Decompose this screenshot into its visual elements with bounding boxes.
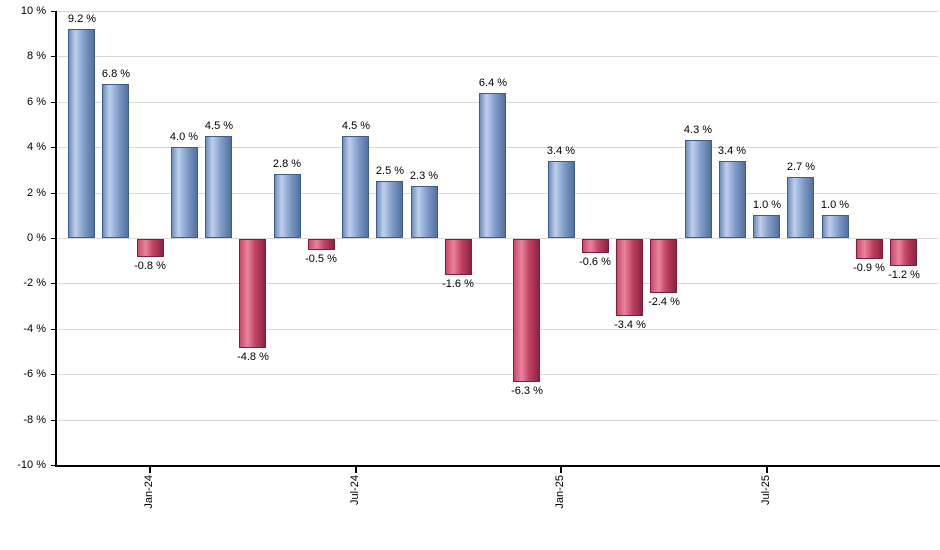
- bar-Dec-23: [102, 84, 129, 238]
- x-axis-line: [55, 465, 940, 467]
- bar-Aug-25: [787, 177, 814, 238]
- y-axis-tick: [51, 329, 56, 330]
- bar-Nov-23: [68, 29, 95, 238]
- x-axis-tick: [355, 467, 357, 473]
- bar-Jul-25: [753, 215, 780, 238]
- bar-value-label: 2.7 %: [786, 161, 816, 173]
- x-axis-label: Jan-24: [143, 475, 155, 509]
- bar-value-label: 2.3 %: [409, 170, 439, 182]
- bar-Nov-25: [890, 239, 917, 266]
- bar-Jan-24: [137, 239, 164, 257]
- x-axis-label: Jul-25: [760, 475, 772, 505]
- bar-value-label: 4.5 %: [341, 120, 371, 132]
- bar-May-25: [685, 140, 712, 238]
- y-axis-line: [55, 11, 57, 467]
- bar-Sep-25: [822, 215, 849, 238]
- y-axis-tick: [51, 193, 56, 194]
- y-axis-tick: [51, 420, 56, 421]
- bar-value-label: 2.5 %: [375, 165, 405, 177]
- bar-Apr-25: [650, 239, 677, 293]
- bar-value-label: 3.4 %: [546, 145, 576, 157]
- bar-value-label: 4.5 %: [204, 120, 234, 132]
- bar-value-label: -2.4 %: [648, 296, 680, 308]
- y-axis-label: -6 %: [23, 368, 46, 380]
- y-axis-label: -10 %: [17, 459, 46, 471]
- bar-value-label: 9.2 %: [67, 13, 97, 25]
- bar-Jun-25: [719, 161, 746, 238]
- bar-value-label: 4.0 %: [169, 131, 199, 143]
- bar-Sep-24: [411, 186, 438, 238]
- bar-value-label: 6.8 %: [101, 68, 131, 80]
- y-axis-label: -2 %: [23, 277, 46, 289]
- bar-value-label: -1.2 %: [888, 269, 920, 281]
- y-axis-label: 4 %: [27, 141, 46, 153]
- y-axis-tick: [51, 283, 56, 284]
- y-axis-label: 6 %: [27, 96, 46, 108]
- bar-value-label: -1.6 %: [442, 278, 474, 290]
- bar-value-label: -0.8 %: [134, 260, 166, 272]
- bar-value-label: 1.0 %: [820, 199, 850, 211]
- bar-value-label: -0.9 %: [853, 262, 885, 274]
- y-axis-label: -8 %: [23, 414, 46, 426]
- bar-value-label: -0.6 %: [579, 256, 611, 268]
- bar-value-label: 1.0 %: [752, 199, 782, 211]
- bar-Jul-24: [342, 136, 369, 238]
- bar-value-label: 3.4 %: [717, 145, 747, 157]
- bar-Nov-24: [479, 93, 506, 238]
- y-axis-tick: [51, 238, 56, 239]
- y-axis-label: 8 %: [27, 50, 46, 62]
- bar-value-label: 2.8 %: [272, 158, 302, 170]
- y-axis-tick: [51, 11, 56, 12]
- x-axis-tick: [766, 467, 768, 473]
- gridline: [57, 238, 938, 239]
- gridline: [57, 11, 938, 12]
- bar-Aug-24: [376, 181, 403, 238]
- bar-Jan-25: [548, 161, 575, 238]
- bar-Jun-24: [308, 239, 335, 250]
- x-axis-tick: [149, 467, 151, 473]
- x-axis-label: Jul-24: [349, 475, 361, 505]
- y-axis-label: 10 %: [20, 5, 46, 17]
- bar-Apr-24: [239, 239, 266, 348]
- bar-Oct-25: [856, 239, 883, 259]
- bar-Oct-24: [445, 239, 472, 275]
- bar-Feb-25: [582, 239, 609, 253]
- y-axis-tick: [51, 465, 56, 466]
- gridline: [57, 283, 938, 284]
- gridline: [57, 420, 938, 421]
- gridline: [57, 374, 938, 375]
- x-axis-label: Jan-25: [554, 475, 566, 509]
- y-axis-tick: [51, 56, 56, 57]
- y-axis-label: 0 %: [27, 232, 46, 244]
- bar-value-label: -6.3 %: [511, 385, 543, 397]
- y-axis-tick: [51, 102, 56, 103]
- x-axis-tick: [560, 467, 562, 473]
- y-axis-label: -4 %: [23, 323, 46, 335]
- bar-value-label: 6.4 %: [478, 77, 508, 89]
- gridline: [57, 56, 938, 57]
- bar-Dec-24: [513, 239, 540, 382]
- bar-Feb-24: [171, 147, 198, 238]
- gridline: [57, 329, 938, 330]
- bar-Mar-25: [616, 239, 643, 316]
- y-axis-label: 2 %: [27, 187, 46, 199]
- y-axis-tick: [51, 374, 56, 375]
- bar-value-label: -4.8 %: [237, 351, 269, 363]
- bar-value-label: -3.4 %: [614, 319, 646, 331]
- bar-Mar-24: [205, 136, 232, 238]
- y-axis-tick: [51, 147, 56, 148]
- bar-value-label: 4.3 %: [683, 124, 713, 136]
- bar-value-label: -0.5 %: [305, 253, 337, 265]
- bar-May-24: [274, 174, 301, 238]
